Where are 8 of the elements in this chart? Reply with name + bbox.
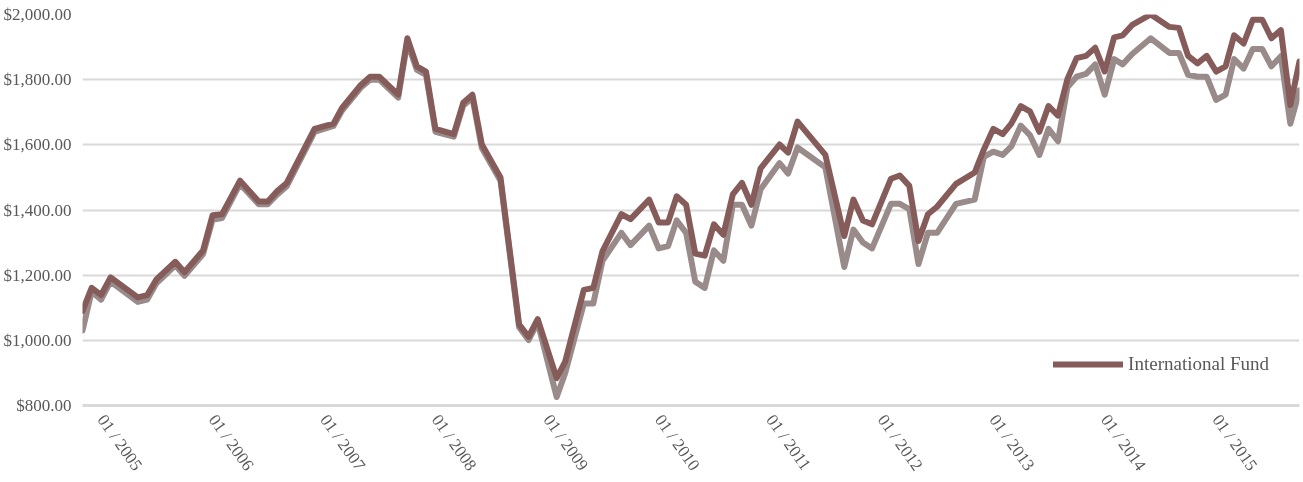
y-tick-label: $800.00 xyxy=(16,396,72,415)
y-tick-label: $1,000.00 xyxy=(3,330,72,350)
y-tick-label: $1,400.00 xyxy=(3,200,72,220)
y-tick-label: $2,000.00 xyxy=(3,5,72,24)
legend-label: International Fund xyxy=(1128,353,1269,375)
y-tick-label: $1,600.00 xyxy=(3,135,72,155)
y-tick-label: $1,800.00 xyxy=(3,70,72,90)
y-tick-label: $1,200.00 xyxy=(3,265,72,285)
